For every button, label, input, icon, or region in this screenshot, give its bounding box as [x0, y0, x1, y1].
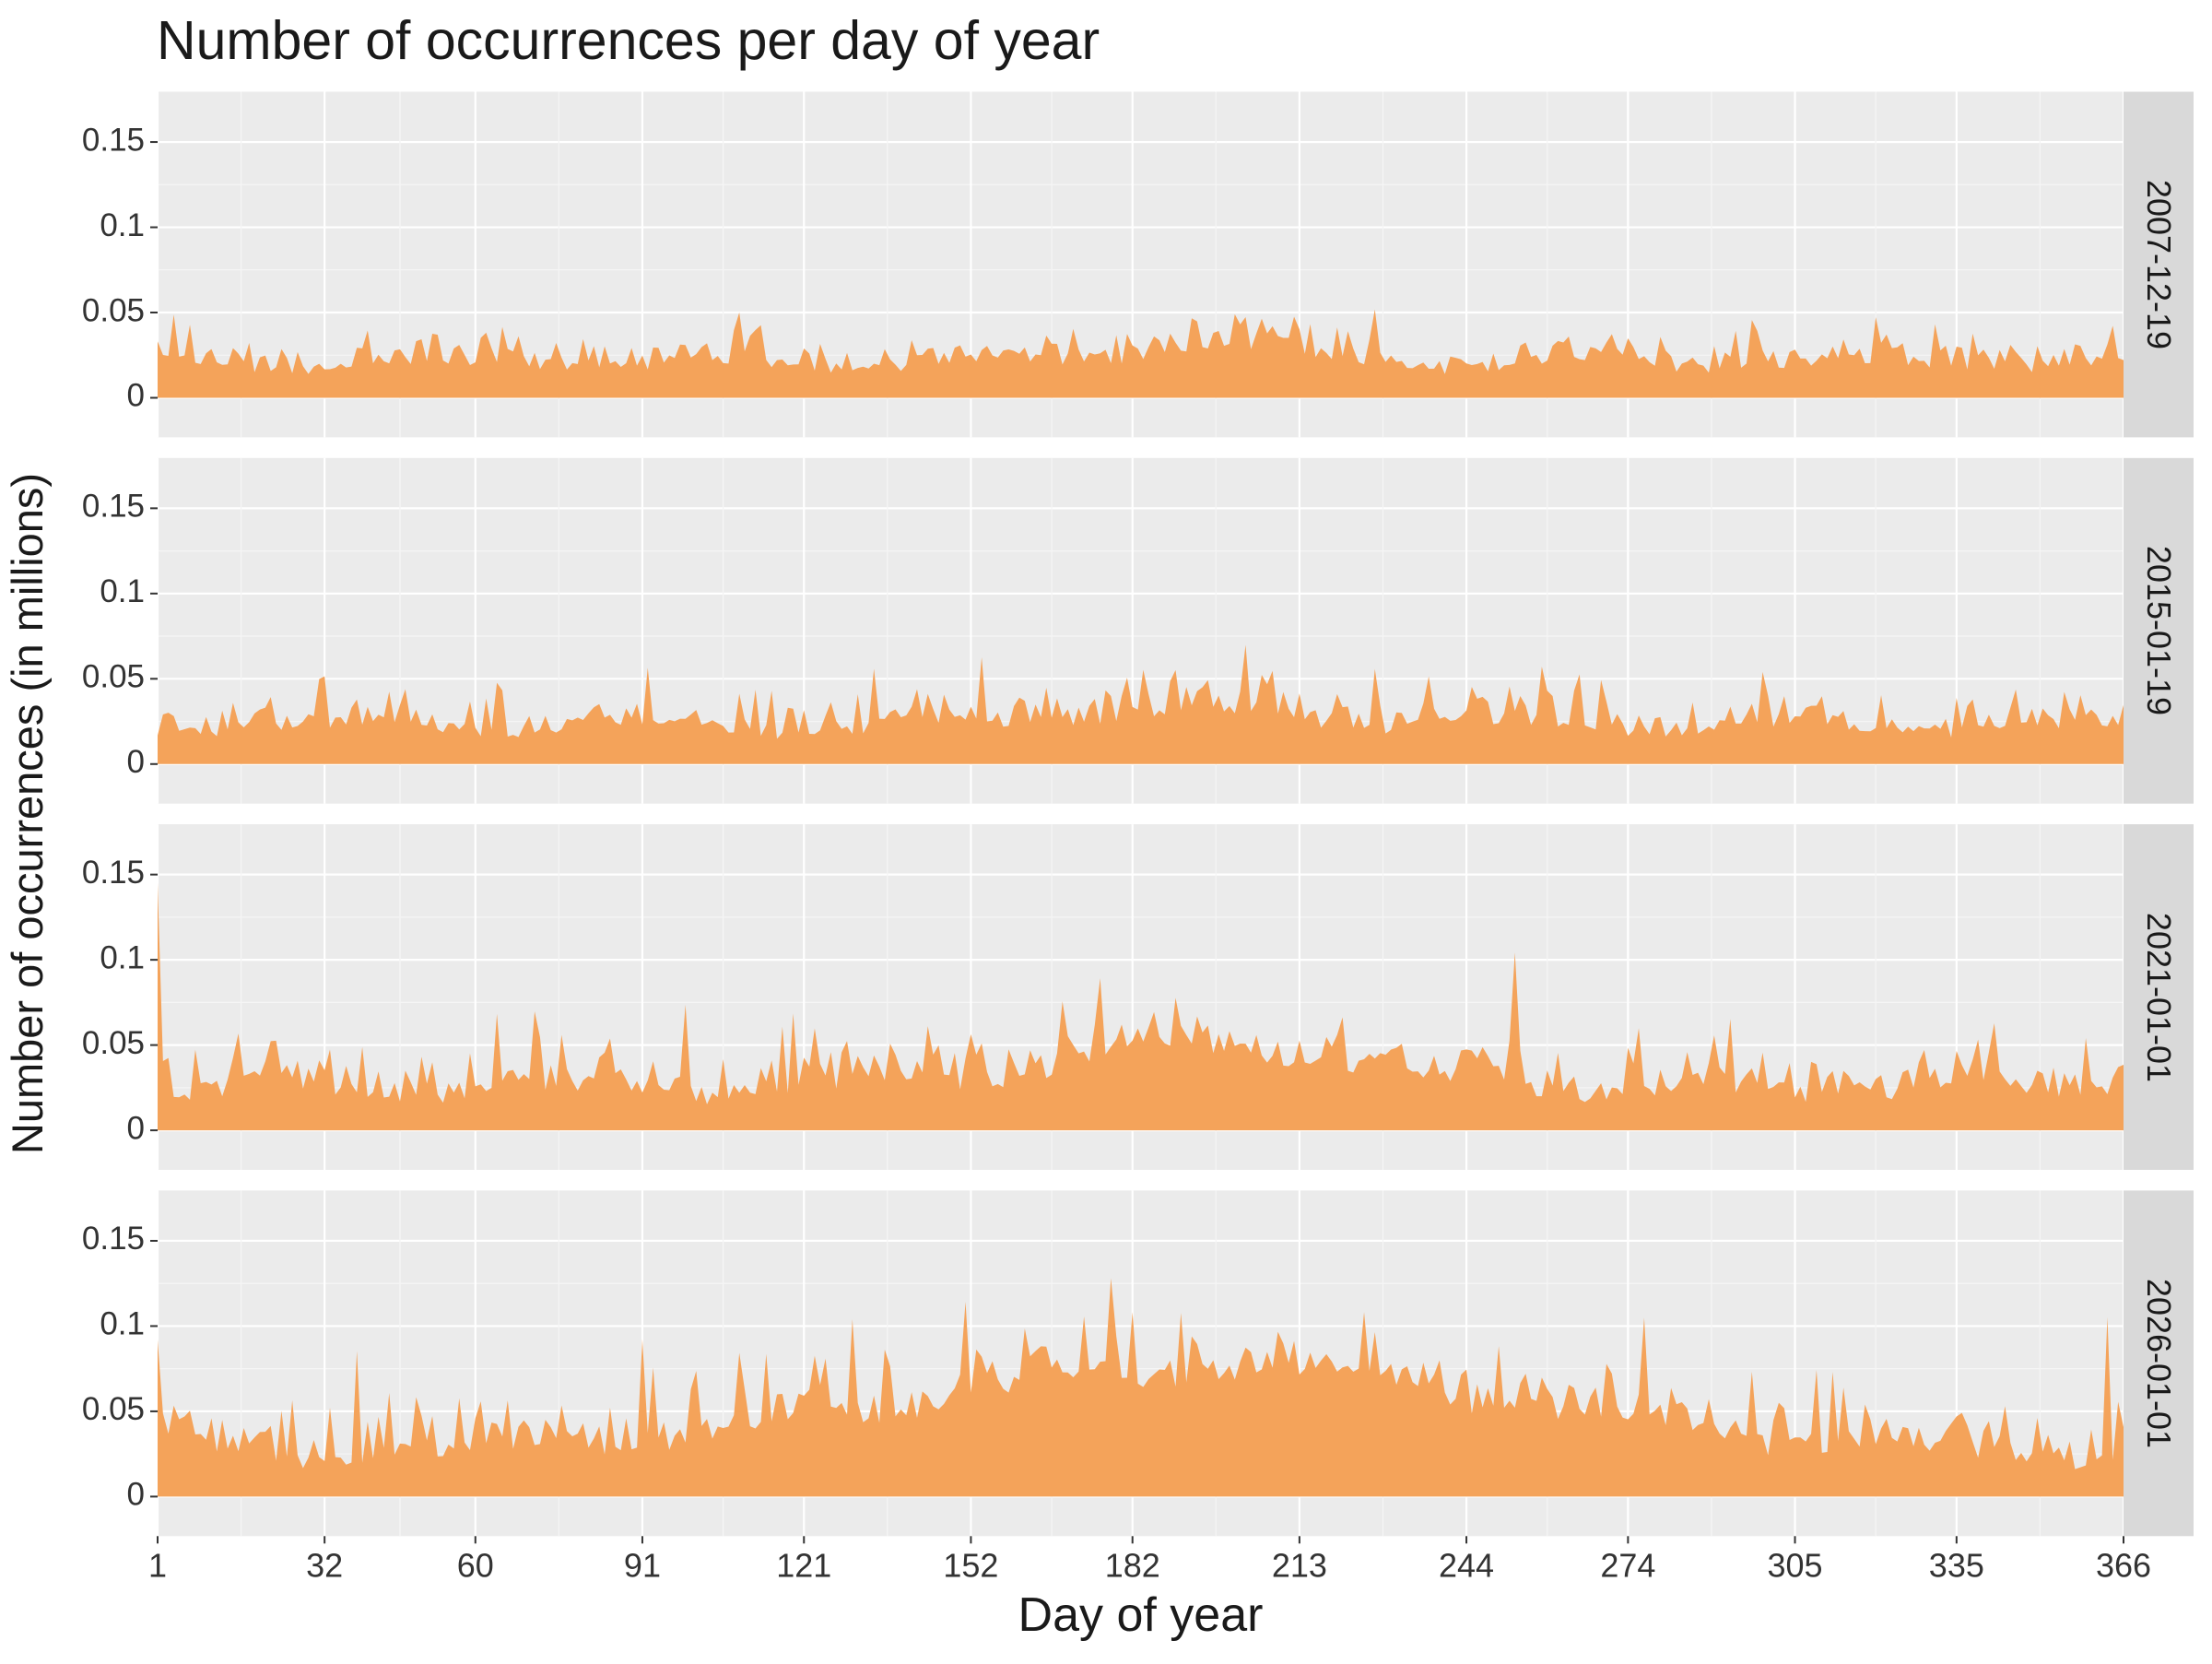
svg-text:0: 0 — [127, 744, 145, 780]
svg-text:0.1: 0.1 — [100, 207, 145, 243]
svg-text:152: 152 — [943, 1546, 998, 1584]
svg-text:32: 32 — [306, 1546, 343, 1584]
svg-text:213: 213 — [1272, 1546, 1327, 1584]
svg-text:60: 60 — [457, 1546, 494, 1584]
svg-text:0.15: 0.15 — [82, 1221, 145, 1257]
svg-text:0.05: 0.05 — [82, 1391, 145, 1427]
svg-text:0.05: 0.05 — [82, 659, 145, 695]
svg-text:0.05: 0.05 — [82, 292, 145, 328]
svg-text:0.05: 0.05 — [82, 1025, 145, 1061]
svg-text:0.1: 0.1 — [100, 1306, 145, 1342]
svg-text:0.1: 0.1 — [100, 939, 145, 975]
svg-text:0.1: 0.1 — [100, 573, 145, 609]
svg-text:1: 1 — [148, 1546, 167, 1584]
svg-text:244: 244 — [1439, 1546, 1494, 1584]
svg-text:182: 182 — [1105, 1546, 1160, 1584]
svg-text:366: 366 — [2096, 1546, 2151, 1584]
svg-text:0: 0 — [127, 1477, 145, 1513]
svg-text:0: 0 — [127, 378, 145, 414]
svg-text:0: 0 — [127, 1110, 145, 1146]
svg-text:274: 274 — [1600, 1546, 1655, 1584]
svg-text:0.15: 0.15 — [82, 489, 145, 525]
svg-text:305: 305 — [1767, 1546, 1822, 1584]
svg-text:0.15: 0.15 — [82, 122, 145, 158]
svg-text:91: 91 — [624, 1546, 661, 1584]
svg-text:335: 335 — [1929, 1546, 1984, 1584]
svg-text:0.15: 0.15 — [82, 855, 145, 891]
svg-text:121: 121 — [776, 1546, 831, 1584]
